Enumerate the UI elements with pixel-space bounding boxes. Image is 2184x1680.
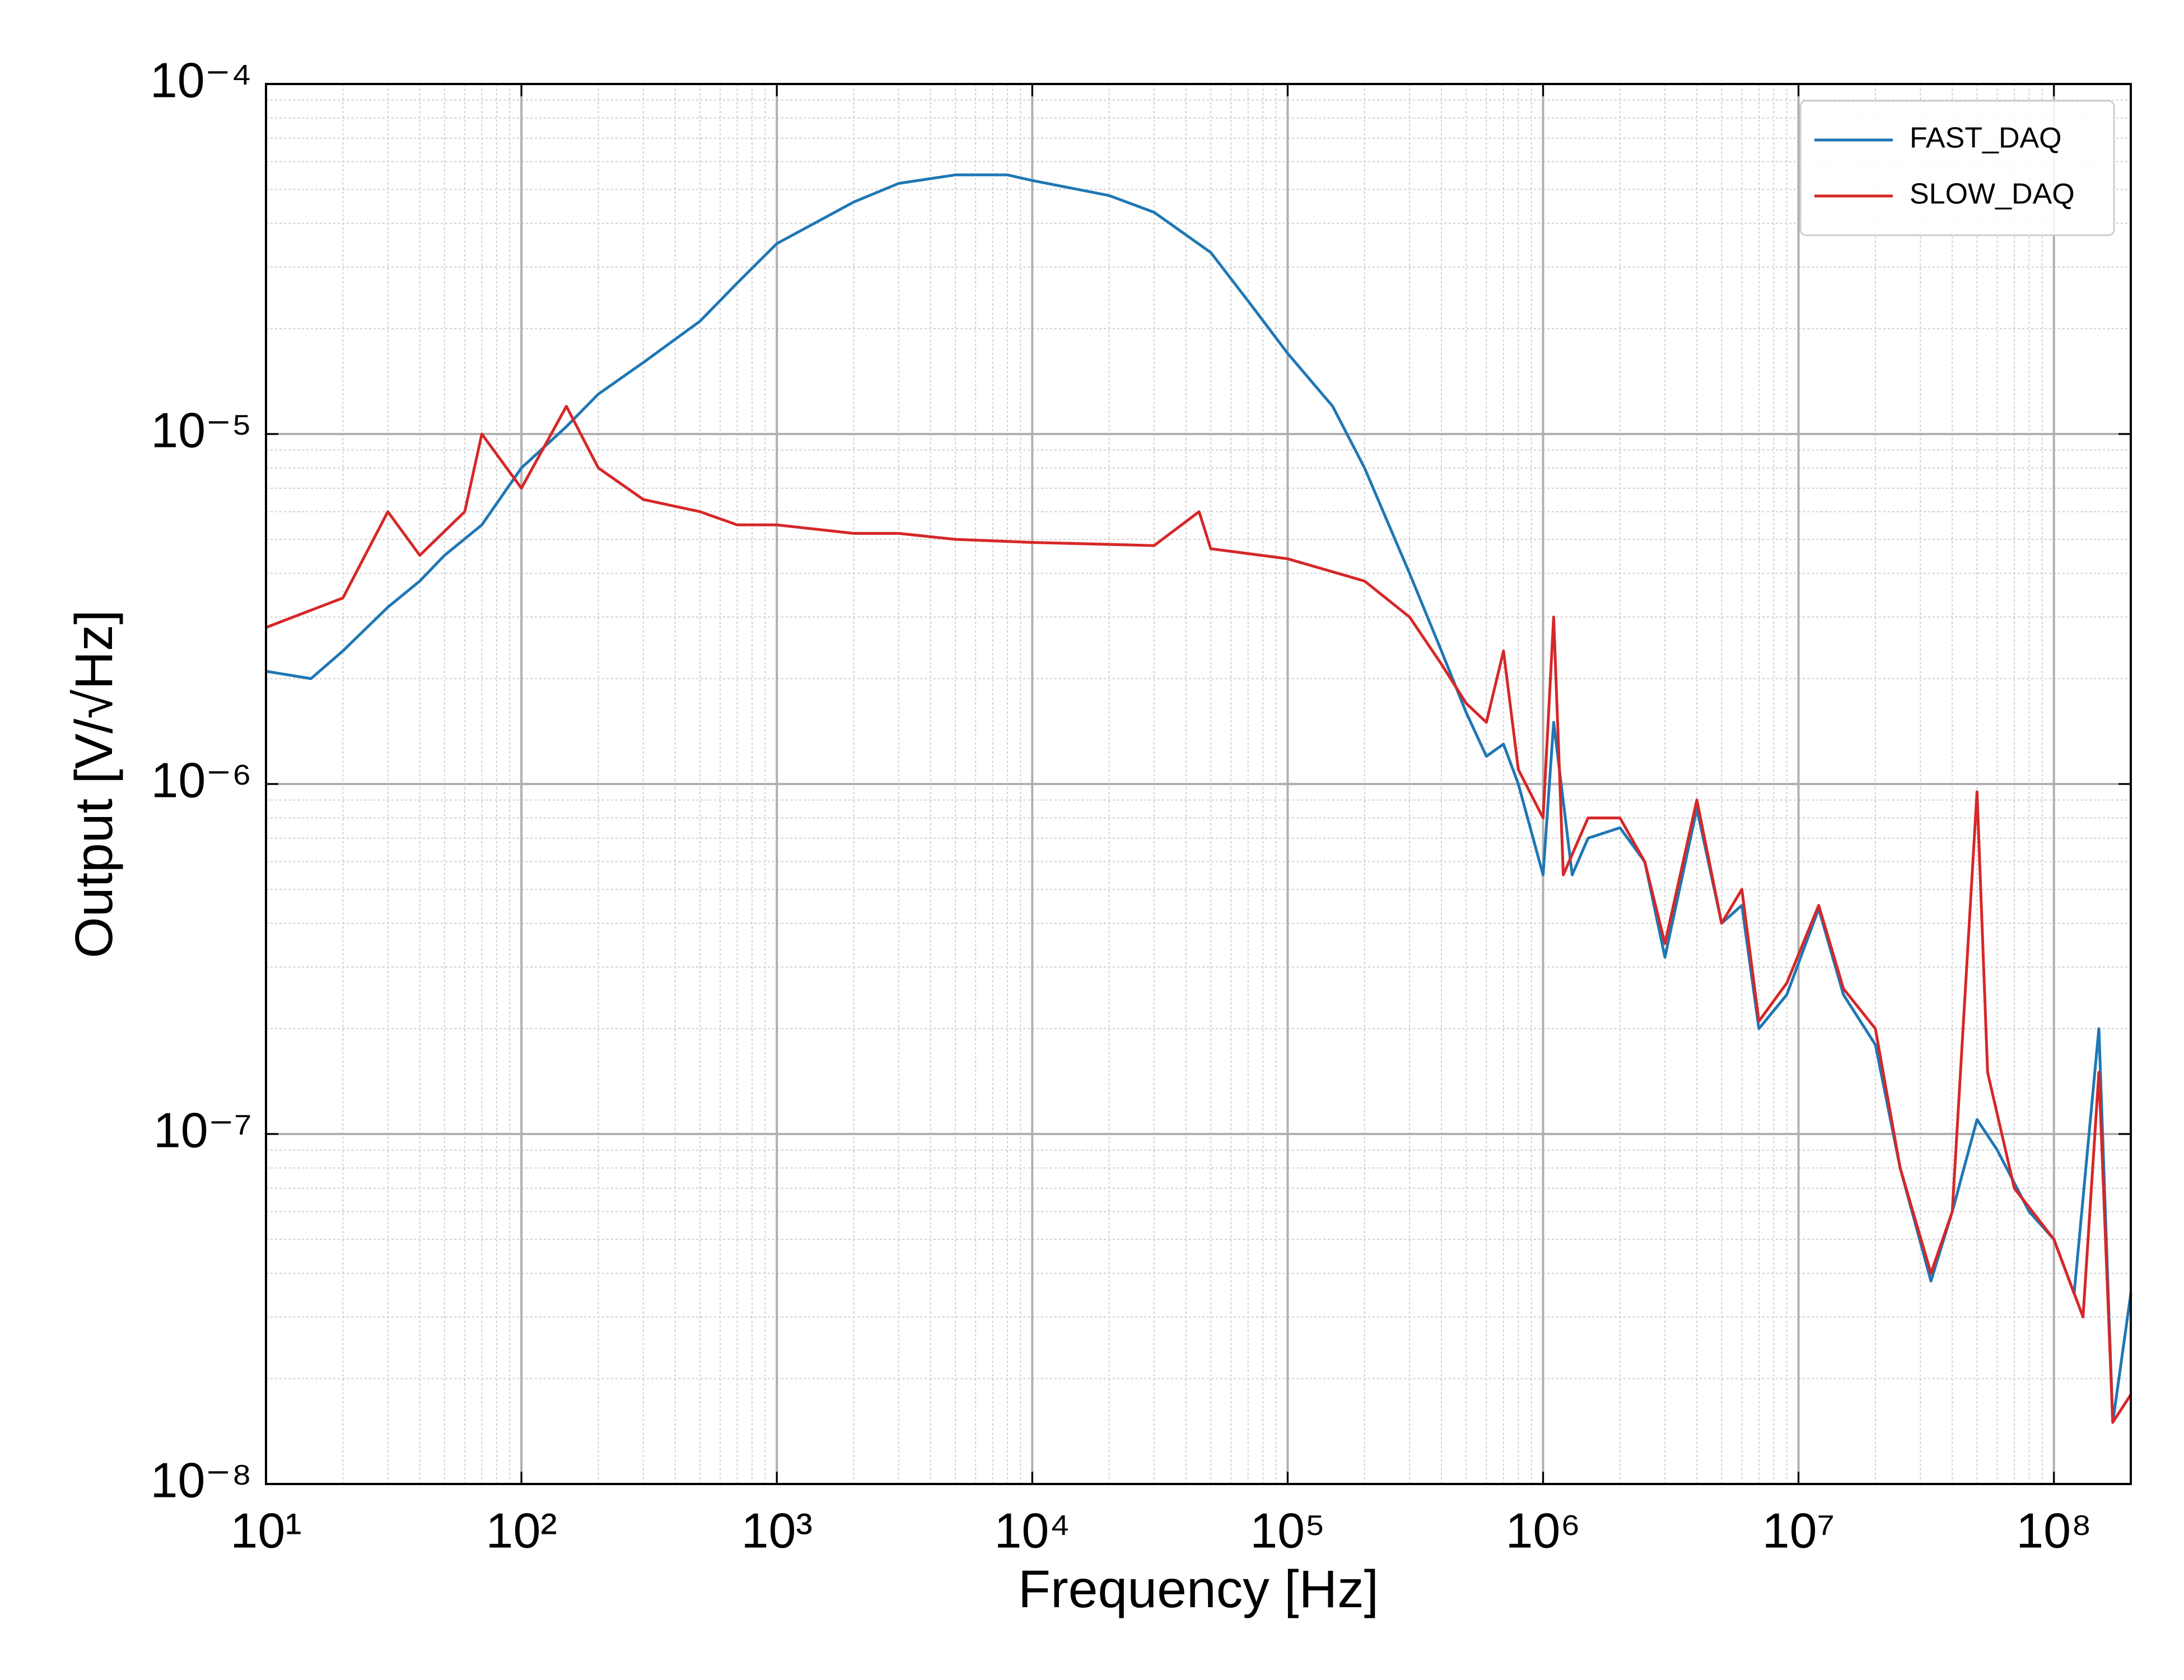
x-tick-label: 10⁸: [2016, 1502, 2092, 1558]
y-tick-label: 10⁻⁴: [150, 52, 252, 108]
y-tick-label: 10⁻⁸: [151, 1452, 252, 1508]
y-tick-label: 10⁻⁵: [151, 402, 252, 458]
legend-label: FAST_DAQ: [1910, 122, 2062, 155]
grid: [265, 83, 2131, 1485]
x-tick-label: 10⁶: [1505, 1502, 1580, 1558]
x-axis-label: Frequency [Hz]: [1018, 1560, 1379, 1619]
legend-label: SLOW_DAQ: [1910, 178, 2075, 211]
x-tick-label: 10⁷: [1762, 1502, 1835, 1558]
legend-box: [1799, 100, 2115, 236]
plot-frame: [265, 83, 2132, 1485]
legend: FAST_DAQ SLOW_DAQ: [1799, 100, 2115, 236]
plot-area: [265, 83, 2132, 1485]
x-tick-label: 10⁴: [994, 1502, 1070, 1558]
y-tick-label: 10⁻⁶: [151, 752, 252, 808]
y-tick-label: 10⁻⁷: [153, 1102, 252, 1158]
x-tick-label: 10⁵: [1250, 1502, 1325, 1558]
series-line: [265, 405, 2132, 1424]
x-tick-label: 10²: [486, 1502, 557, 1558]
x-tick-label: 10³: [741, 1502, 813, 1558]
series-line: [265, 173, 2132, 1424]
y-axis-label: Output [V/√Hz]: [64, 610, 124, 958]
x-tick-label: 10¹: [230, 1502, 301, 1558]
